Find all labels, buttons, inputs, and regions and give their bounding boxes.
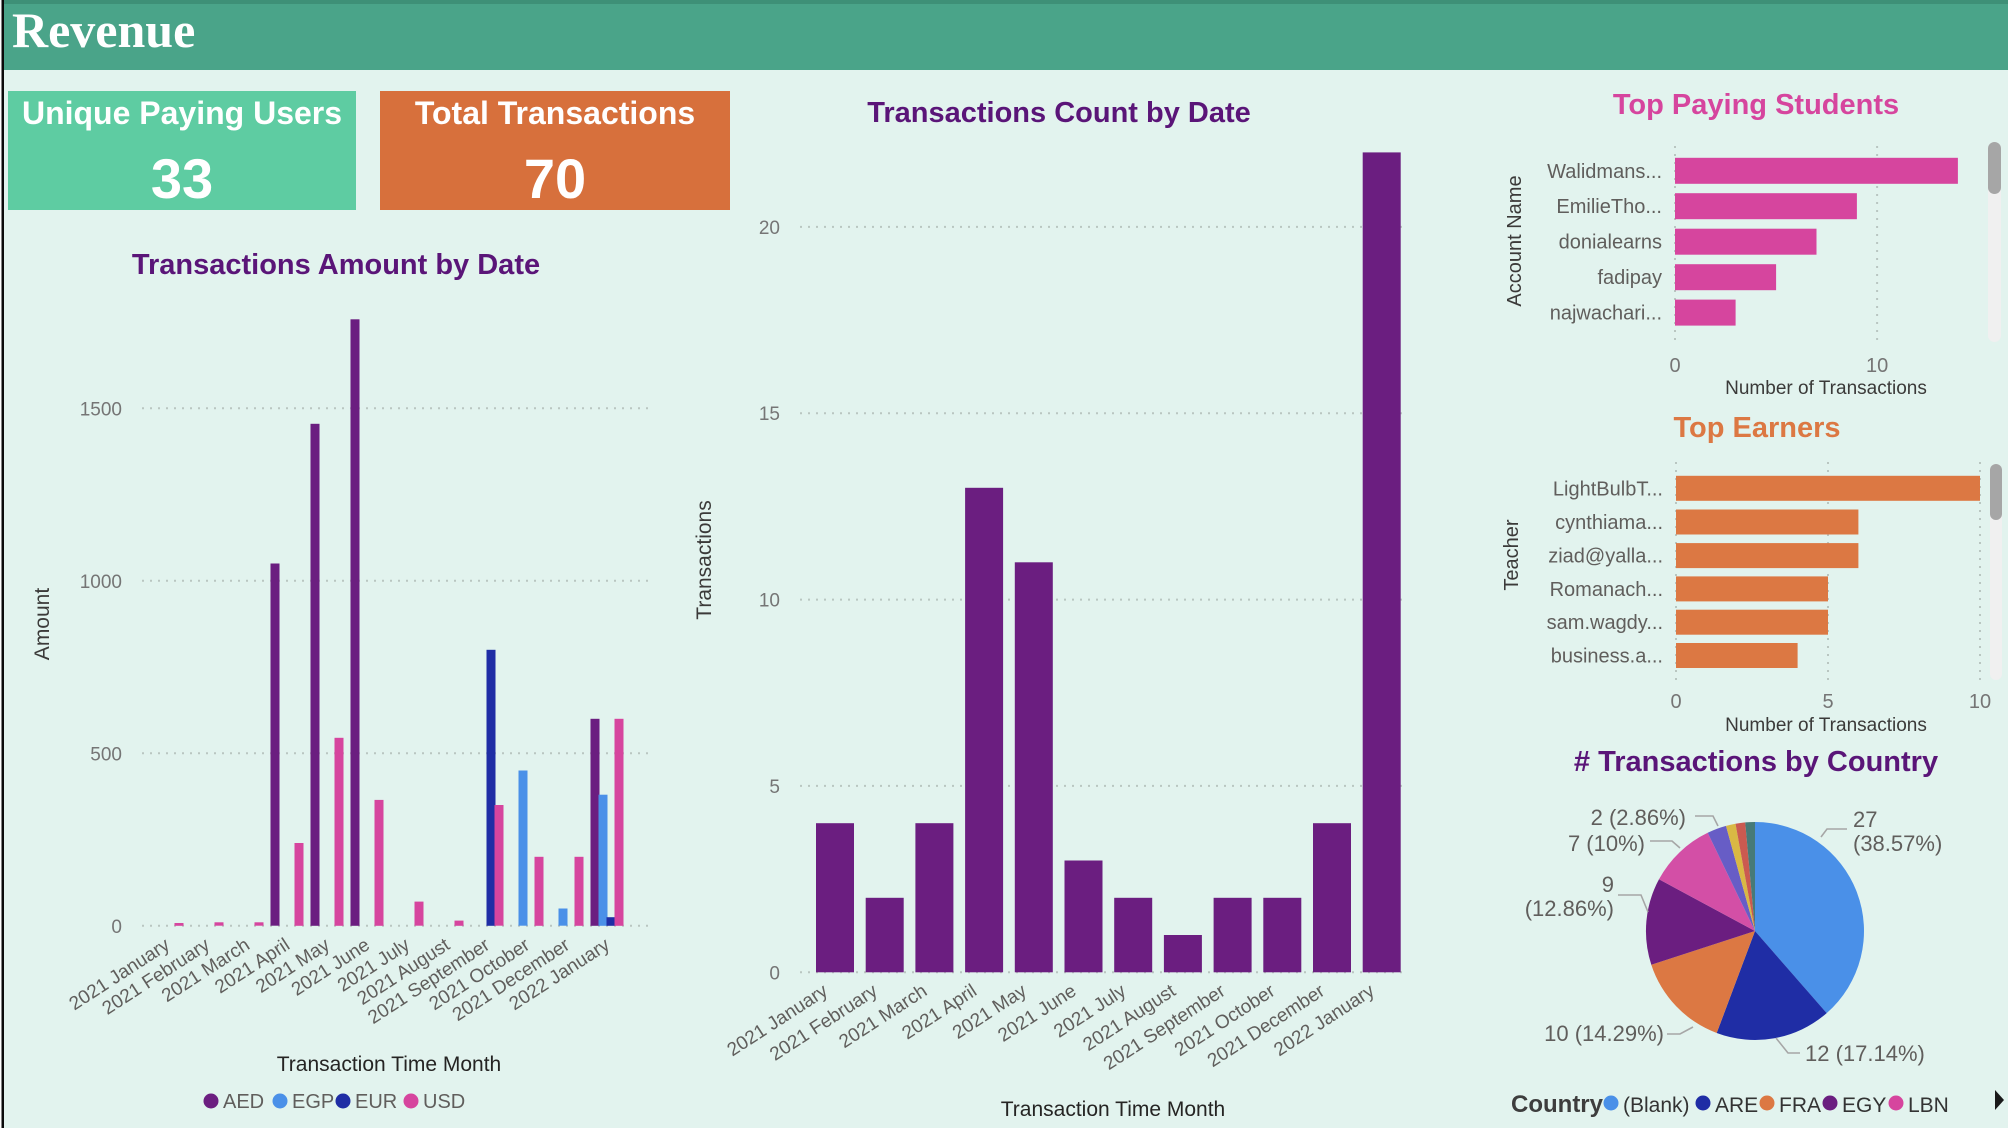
svg-text:najwachari...: najwachari... — [1550, 303, 1662, 325]
svg-text:33: 33 — [151, 147, 213, 210]
svg-text:donialearns: donialearns — [1559, 232, 1662, 254]
svg-text:2 (2.86%): 2 (2.86%) — [1591, 805, 1686, 830]
svg-text:business.a...: business.a... — [1551, 646, 1663, 668]
svg-text:sam.wagdy...: sam.wagdy... — [1547, 612, 1663, 634]
svg-text:Account Name: Account Name — [1504, 175, 1526, 306]
svg-text:10: 10 — [759, 591, 780, 612]
svg-text:Amount: Amount — [31, 588, 54, 661]
svg-text:Romanach...: Romanach... — [1550, 579, 1663, 601]
svg-text:EGY: EGY — [1842, 1094, 1886, 1117]
svg-text:5: 5 — [1822, 691, 1833, 713]
svg-text:70: 70 — [524, 147, 586, 210]
svg-text:Top Paying Students: Top Paying Students — [1613, 89, 1899, 121]
svg-text:(38.57%): (38.57%) — [1853, 831, 1942, 856]
svg-text:15: 15 — [759, 404, 780, 425]
svg-text:10: 10 — [1866, 355, 1888, 377]
svg-text:Top Earners: Top Earners — [1673, 412, 1840, 444]
svg-text:9: 9 — [1602, 872, 1614, 897]
svg-text:EGP: EGP — [292, 1091, 334, 1113]
svg-text:ziad@yalla...: ziad@yalla... — [1548, 546, 1663, 568]
svg-text:27: 27 — [1853, 807, 1877, 832]
svg-text:(12.86%): (12.86%) — [1525, 896, 1614, 921]
svg-text:1000: 1000 — [80, 572, 122, 593]
svg-text:LightBulbT...: LightBulbT... — [1553, 478, 1663, 500]
svg-text:Unique Paying Users: Unique Paying Users — [22, 95, 342, 131]
svg-text:Number of Transactions: Number of Transactions — [1725, 378, 1927, 399]
svg-text:Transactions: Transactions — [693, 500, 716, 619]
svg-text:USD: USD — [423, 1091, 465, 1113]
svg-text:5: 5 — [769, 777, 780, 798]
svg-text:LBN: LBN — [1908, 1094, 1949, 1117]
svg-text:12 (17.14%): 12 (17.14%) — [1805, 1041, 1925, 1066]
svg-text:10: 10 — [1969, 691, 1991, 713]
svg-text:Transaction Time Month: Transaction Time Month — [1001, 1098, 1225, 1121]
svg-text:0: 0 — [111, 917, 122, 938]
svg-text:0: 0 — [1669, 355, 1680, 377]
svg-text:0: 0 — [769, 963, 780, 984]
svg-text:20: 20 — [759, 218, 780, 239]
svg-text:Total Transactions: Total Transactions — [415, 95, 695, 131]
svg-text:ARE: ARE — [1715, 1094, 1758, 1117]
svg-text:Country: Country — [1511, 1091, 1604, 1118]
svg-text:7 (10%): 7 (10%) — [1568, 831, 1645, 856]
svg-text:Transactions Amount by Date: Transactions Amount by Date — [132, 249, 540, 281]
svg-text:(Blank): (Blank) — [1623, 1094, 1690, 1117]
svg-text:fadipay: fadipay — [1598, 267, 1663, 289]
svg-text:10 (14.29%): 10 (14.29%) — [1544, 1021, 1664, 1046]
svg-text:AED: AED — [223, 1091, 264, 1113]
svg-text:Transaction Time Month: Transaction Time Month — [277, 1053, 501, 1076]
svg-text:Number of Transactions: Number of Transactions — [1725, 715, 1927, 736]
svg-text:500: 500 — [90, 744, 122, 765]
svg-text:EmilieTho...: EmilieTho... — [1556, 196, 1662, 218]
svg-text:0: 0 — [1670, 691, 1681, 713]
svg-text:cynthiama...: cynthiama... — [1555, 512, 1663, 534]
svg-text:Transactions Count by Date: Transactions Count by Date — [867, 97, 1251, 129]
svg-text:EUR: EUR — [355, 1091, 397, 1113]
svg-text:# Transactions by Country: # Transactions by Country — [1574, 746, 1938, 778]
svg-text:Revenue: Revenue — [12, 2, 195, 58]
svg-text:Teacher: Teacher — [1501, 519, 1523, 590]
svg-text:Walidmans...: Walidmans... — [1547, 161, 1662, 183]
svg-text:FRA: FRA — [1779, 1094, 1821, 1117]
svg-text:1500: 1500 — [80, 399, 122, 420]
